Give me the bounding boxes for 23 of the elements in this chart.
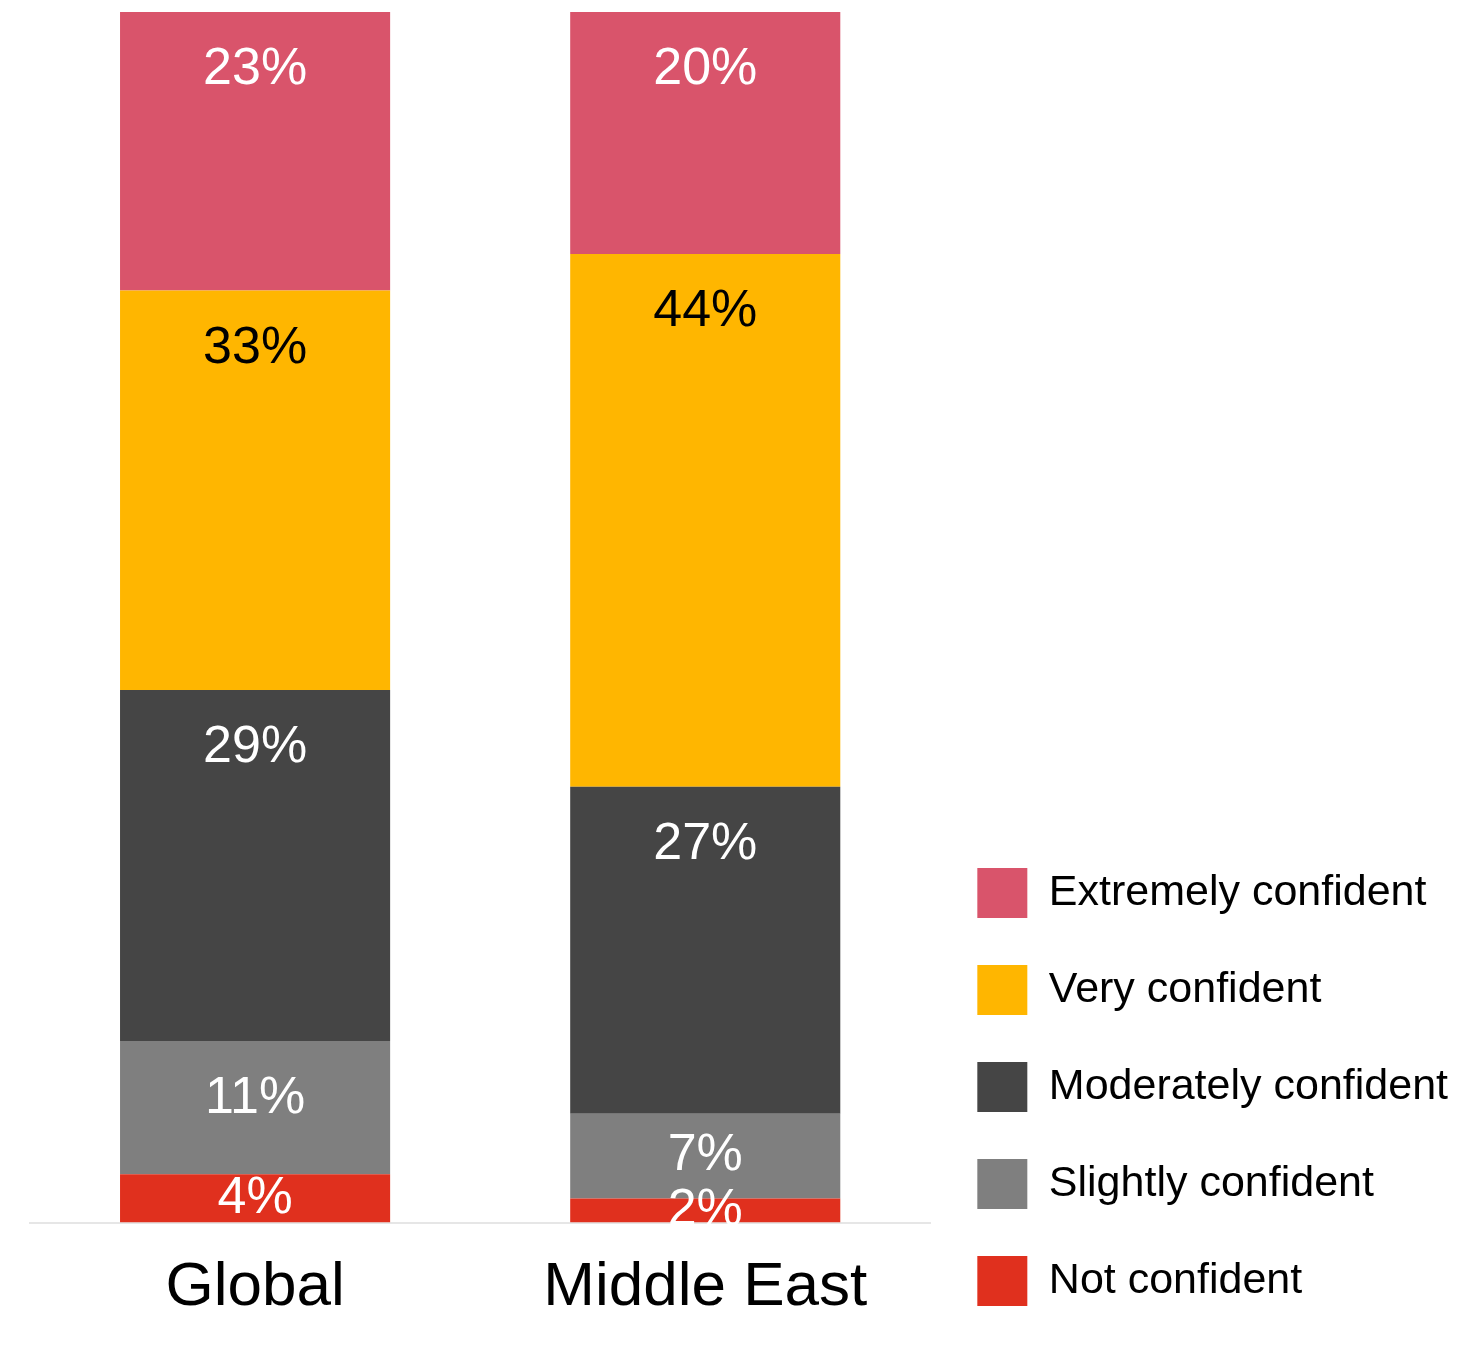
bar [570, 254, 841, 787]
bar [120, 1174, 391, 1223]
data-label: 33% [203, 315, 308, 374]
bar [120, 689, 391, 1042]
bar [570, 12, 841, 255]
legend-label: Slightly confident [1048, 1156, 1374, 1205]
data-label: 4% [217, 1165, 293, 1224]
bar [120, 290, 391, 690]
legend-label: Moderately confident [1048, 1059, 1449, 1108]
bar [570, 786, 841, 1114]
legend-label: Very confident [1048, 962, 1322, 1011]
legend-label: Extremely confident [1048, 865, 1427, 914]
legend-label: Not confident [1048, 1253, 1303, 1302]
data-label: 23% [203, 37, 308, 96]
x-tick-label: Middle East [543, 1248, 868, 1318]
bar [120, 12, 391, 291]
data-label: 11% [204, 1066, 306, 1125]
data-label: 29% [203, 715, 308, 774]
data-label: 44% [653, 279, 758, 338]
x-tick-label: Global [165, 1248, 345, 1318]
bar [120, 1041, 391, 1175]
data-label: 20% [653, 37, 758, 96]
data-label: 27% [653, 812, 758, 871]
